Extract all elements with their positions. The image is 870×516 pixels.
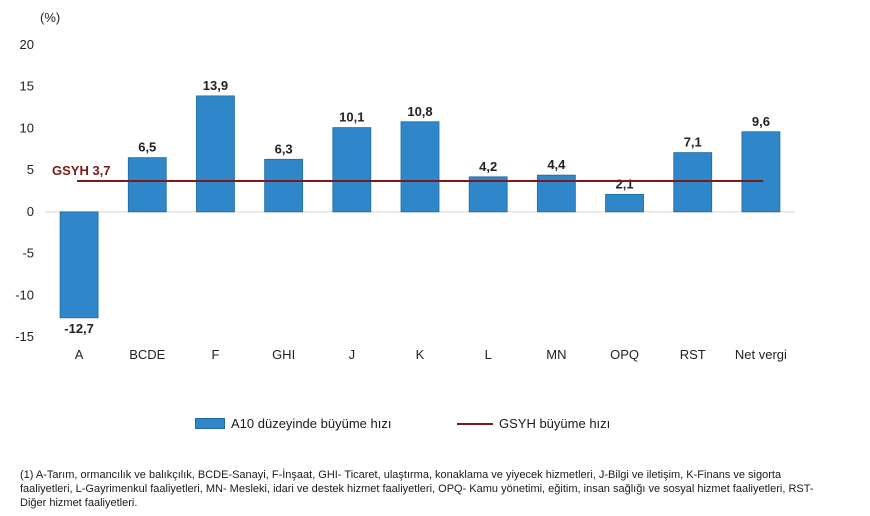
legend-label-gdp: GSYH büyüme hızı: [499, 416, 611, 431]
bar: [127, 157, 167, 213]
bar: [264, 158, 304, 213]
data-label: 13,9: [203, 78, 228, 93]
y-tick-label: -5: [22, 246, 34, 261]
y-tick-label: 15: [20, 79, 34, 94]
bar: [468, 176, 508, 213]
data-label: 4,2: [479, 159, 497, 174]
data-label: 10,1: [339, 110, 364, 125]
bar: [332, 127, 372, 213]
y-tick-label: -10: [15, 287, 34, 302]
footnote: (1) A-Tarım, ormancılık ve balıkçılık, B…: [20, 469, 814, 509]
x-category-label: F: [211, 347, 219, 362]
data-label: 10,8: [407, 104, 432, 119]
bar: [59, 211, 99, 319]
legend-line-swatch: [457, 422, 493, 425]
data-label: 7,1: [684, 135, 702, 150]
x-category-label: GHI: [272, 347, 295, 362]
bar: [196, 95, 235, 213]
x-category-label: K: [416, 347, 425, 362]
y-tick-label: -15: [15, 329, 34, 344]
gdp-reference-label: GSYH 3,7: [52, 163, 111, 178]
x-category-label: RST: [680, 347, 706, 362]
y-tick-label: 5: [27, 162, 34, 177]
y-tick-label: 0: [27, 204, 34, 219]
legend-item-gdp: GSYH büyüme hızı: [457, 416, 610, 431]
data-label: 6,5: [138, 140, 156, 155]
data-label: -12,7: [64, 321, 94, 336]
x-category-label: BCDE: [129, 347, 165, 362]
x-category-label: A: [75, 347, 84, 362]
x-category-label: L: [485, 347, 492, 362]
bar: [741, 131, 781, 213]
y-tick-label: 10: [20, 120, 34, 135]
bar-chart: (%) 20 15 10 5 0 -5 -10 -15 A BCDE F GHI J K L MN OPQ RS…: [15, 10, 795, 362]
data-label: 6,3: [275, 141, 293, 156]
data-label: 4,4: [547, 157, 566, 172]
data-label: 2,1: [616, 176, 634, 191]
bar: [605, 193, 644, 213]
legend-bar-swatch: [195, 418, 225, 429]
legend-item-growth-rate: A10 düzeyinde büyüme hızı: [195, 416, 391, 431]
bar: [673, 152, 713, 213]
bar: [400, 121, 440, 213]
legend-label-growth-rate: A10 düzeyinde büyüme hızı: [231, 416, 392, 431]
x-category-label: OPQ: [610, 347, 639, 362]
x-category-label: J: [349, 347, 356, 362]
x-category-label: Net vergi: [735, 347, 787, 362]
legend: A10 düzeyinde büyüme hızı GSYH büyüme hı…: [195, 416, 755, 438]
data-label: 9,6: [752, 114, 770, 129]
x-category-label: MN: [546, 347, 566, 362]
y-axis-unit-label: (%): [40, 10, 60, 25]
y-tick-label: 20: [20, 37, 34, 52]
